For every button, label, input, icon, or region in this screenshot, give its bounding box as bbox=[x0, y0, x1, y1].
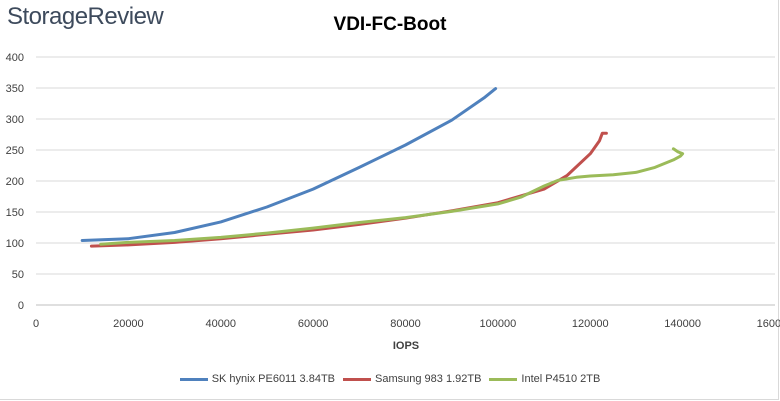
x-tick-label: 20000 bbox=[113, 318, 144, 330]
chart-title: VDI-FC-Boot bbox=[333, 14, 447, 35]
legend: SK hynix PE6011 3.84TB Samsung 983 1.92TB… bbox=[0, 373, 780, 385]
legend-item: SK hynix PE6011 3.84TB bbox=[179, 373, 336, 385]
x-axis-ticks: 0 20000 40000 60000 80000 100000 120000 140000 1… bbox=[33, 318, 780, 330]
x-tick-label: 80000 bbox=[390, 318, 421, 330]
y-tick-label: 250 bbox=[6, 145, 24, 157]
x-axis-label: IOPS bbox=[393, 340, 419, 352]
y-tick-label: 150 bbox=[6, 207, 24, 219]
y-tick-label: 100 bbox=[6, 238, 24, 250]
y-tick-label: 0 bbox=[18, 300, 24, 312]
x-tick-label: 120000 bbox=[572, 318, 609, 330]
y-tick-label: 50 bbox=[12, 269, 24, 281]
legend-swatch bbox=[179, 377, 208, 381]
x-tick-label: 60000 bbox=[298, 318, 329, 330]
x-tick-label: 40000 bbox=[205, 318, 236, 330]
x-tick-label: 100000 bbox=[480, 318, 517, 330]
series-line bbox=[80, 87, 498, 242]
y-tick-label: 400 bbox=[6, 52, 24, 64]
storagereview-logo: StorageReview bbox=[7, 3, 164, 30]
legend-swatch bbox=[343, 377, 372, 381]
legend-label: Samsung 983 1.92TB bbox=[375, 373, 482, 385]
y-tick-label: 200 bbox=[6, 176, 24, 188]
x-tick-label: 160000 bbox=[757, 318, 780, 330]
x-tick-label: 0 bbox=[33, 318, 39, 330]
series-lines bbox=[80, 87, 685, 248]
legend-swatch bbox=[489, 377, 518, 381]
y-tick-label: 300 bbox=[6, 114, 24, 126]
legend-label: Intel P4510 2TB bbox=[521, 373, 601, 385]
series-line bbox=[99, 147, 685, 246]
legend-label: SK hynix PE6011 3.84TB bbox=[211, 373, 336, 385]
y-tick-label: 350 bbox=[6, 83, 24, 95]
legend-item: Samsung 983 1.92TB bbox=[343, 373, 481, 385]
y-axis-ticks: 0 50 100 150 200 250 300 350 400 bbox=[6, 52, 24, 312]
grid-lines bbox=[36, 56, 775, 306]
x-tick-label: 140000 bbox=[664, 318, 701, 330]
legend-item: Intel P4510 2TB bbox=[489, 373, 600, 385]
